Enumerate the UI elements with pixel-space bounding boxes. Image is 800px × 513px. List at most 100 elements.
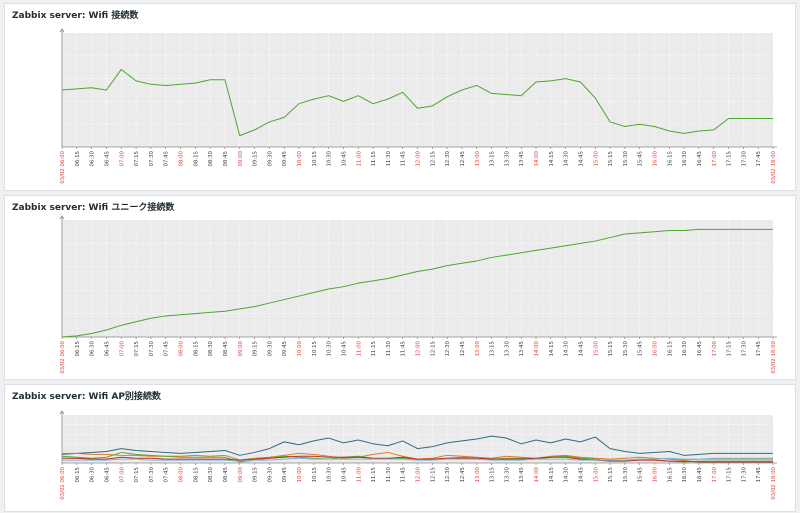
series-line <box>61 228 773 338</box>
x-tick-label: 08:15 <box>193 151 199 167</box>
x-tick-label: 17:30 <box>741 150 747 166</box>
x-tick-label: 14:00 <box>534 466 540 482</box>
x-tick-label: 13:00 <box>475 466 481 482</box>
x-tick-label: 06:15 <box>75 341 81 357</box>
x-tick-label: 17:00 <box>712 150 718 166</box>
x-tick-label: 08:45 <box>223 341 229 357</box>
x-tick-label: 13:45 <box>519 151 525 167</box>
x-tick-label: 07:15 <box>134 151 140 167</box>
x-tick-label: 15:00 <box>593 340 599 356</box>
x-tick-label: 09:00 <box>238 466 244 482</box>
x-tick-label: 07:45 <box>164 341 170 357</box>
x-tick-label: 09:30 <box>267 340 273 356</box>
x-tick-label: 06:15 <box>75 151 81 167</box>
x-tick-label: 17:45 <box>756 151 762 167</box>
x-tick-label: 10:30 <box>327 466 333 482</box>
x-tick-label: 13:45 <box>519 341 525 357</box>
x-tick-label: 11:00 <box>356 340 362 356</box>
x-tick-label: 12:45 <box>460 151 466 167</box>
x-tick-label: 16:00 <box>653 150 659 166</box>
x-tick-label: 11:45 <box>401 151 407 167</box>
x-tick-label: 17:15 <box>727 467 733 483</box>
x-tick-label: 06:45 <box>104 467 110 483</box>
x-tick-label: 11:15 <box>371 467 377 483</box>
x-tick-label: 16:15 <box>667 151 673 167</box>
x-tick-label: 07:00 <box>119 466 125 482</box>
chart-title: Zabbix server: Wifi 接続数 <box>12 11 139 21</box>
x-tick-label: 08:00 <box>179 150 185 166</box>
x-tick-label: 11:30 <box>386 340 392 356</box>
x-tick-label: 11:00 <box>356 466 362 482</box>
y-axis-arrow <box>59 410 65 415</box>
x-tick-label: 10:15 <box>312 341 318 357</box>
x-tick-label: 08:45 <box>223 467 229 483</box>
x-tick-label: 15:15 <box>608 341 614 357</box>
x-tick-label: 16:45 <box>697 341 703 357</box>
x-tick-label: 14:30 <box>564 150 570 166</box>
x-tick-label: 08:00 <box>179 340 185 356</box>
x-tick-label: 03/02 18:00 <box>771 466 777 499</box>
x-tick-label: 08:30 <box>208 340 214 356</box>
x-tick-label: 12:15 <box>430 151 436 167</box>
x-tick-label: 13:00 <box>475 340 481 356</box>
x-tick-label: 16:00 <box>653 466 659 482</box>
x-tick-label: 16:30 <box>682 150 688 166</box>
x-tick-label: 13:30 <box>504 466 510 482</box>
x-tick-label: 13:00 <box>475 150 481 166</box>
x-tick-label: 16:15 <box>667 467 673 483</box>
x-tick-label: 10:45 <box>341 151 347 167</box>
chart-unique-connections: 03/02 06:00 06:15 06:30 06:45 07:00 07:15 07:3… <box>59 215 777 374</box>
x-tick-label: 17:45 <box>756 467 762 483</box>
chart-connections: 03/02 06:00 06:15 06:30 06:45 07:00 07:15 07:3… <box>59 28 777 184</box>
x-tick-label: 10:00 <box>297 466 303 482</box>
x-tick-label: 15:45 <box>638 341 644 357</box>
x-tick-label: 09:15 <box>253 341 259 357</box>
x-tick-label: 12:00 <box>416 340 422 356</box>
x-tick-label: 13:15 <box>490 341 496 357</box>
x-tick-label: 10:00 <box>297 150 303 166</box>
x-tick-label: 10:45 <box>341 341 347 357</box>
x-tick-label: 09:30 <box>267 466 273 482</box>
x-tick-label: 14:15 <box>549 151 555 167</box>
x-tick-label: 17:15 <box>727 341 733 357</box>
x-tick-label: 03/02 18:00 <box>771 150 777 183</box>
x-tick-label: 12:15 <box>430 467 436 483</box>
x-tick-label: 09:00 <box>238 340 244 356</box>
x-tick-label: 08:15 <box>193 341 199 357</box>
x-tick-label: 15:00 <box>593 150 599 166</box>
x-tick-label: 17:45 <box>756 341 762 357</box>
x-tick-label: 13:15 <box>490 151 496 167</box>
chart-panel-ap-connections: Zabbix server: Wifi AP別接続数 03/02 06:00 06… <box>4 384 796 512</box>
x-tick-label: 03/02 06:00 <box>60 150 66 183</box>
x-tick-label: 14:15 <box>549 467 555 483</box>
x-tick-label: 13:30 <box>504 340 510 356</box>
x-tick-label: 09:45 <box>282 341 288 357</box>
x-tick-label: 03/02 06:00 <box>60 340 66 373</box>
x-tick-label: 08:45 <box>223 151 229 167</box>
x-tick-label: 06:30 <box>90 150 96 166</box>
x-tick-label: 10:15 <box>312 151 318 167</box>
x-tick-label: 10:00 <box>297 340 303 356</box>
x-tick-label: 07:15 <box>134 341 140 357</box>
x-tick-label: 09:00 <box>238 150 244 166</box>
x-tick-label: 08:15 <box>193 467 199 483</box>
x-tick-label: 09:15 <box>253 467 259 483</box>
x-tick-label: 07:00 <box>119 150 125 166</box>
chart-ap-connections: 03/02 06:00 06:15 06:30 06:45 07:00 07:15 07:3… <box>59 410 777 500</box>
x-tick-label: 14:00 <box>534 150 540 166</box>
x-tick-label: 14:00 <box>534 340 540 356</box>
x-tick-label: 16:30 <box>682 340 688 356</box>
x-tick-label: 16:30 <box>682 466 688 482</box>
x-tick-label: 16:00 <box>653 340 659 356</box>
chart-panel-unique-connections: Zabbix server: Wifi ユニーク接続数 03/02 06:00 0… <box>4 195 796 380</box>
x-tick-label: 17:15 <box>727 151 733 167</box>
x-tick-label: 08:30 <box>208 150 214 166</box>
series-line <box>61 435 773 456</box>
series-line <box>61 68 773 137</box>
x-tick-label: 09:30 <box>267 150 273 166</box>
x-tick-label: 13:30 <box>504 150 510 166</box>
x-tick-label: 07:30 <box>149 466 155 482</box>
x-tick-label: 16:45 <box>697 151 703 167</box>
x-tick-label: 17:30 <box>741 340 747 356</box>
x-tick-label: 14:45 <box>578 151 584 167</box>
